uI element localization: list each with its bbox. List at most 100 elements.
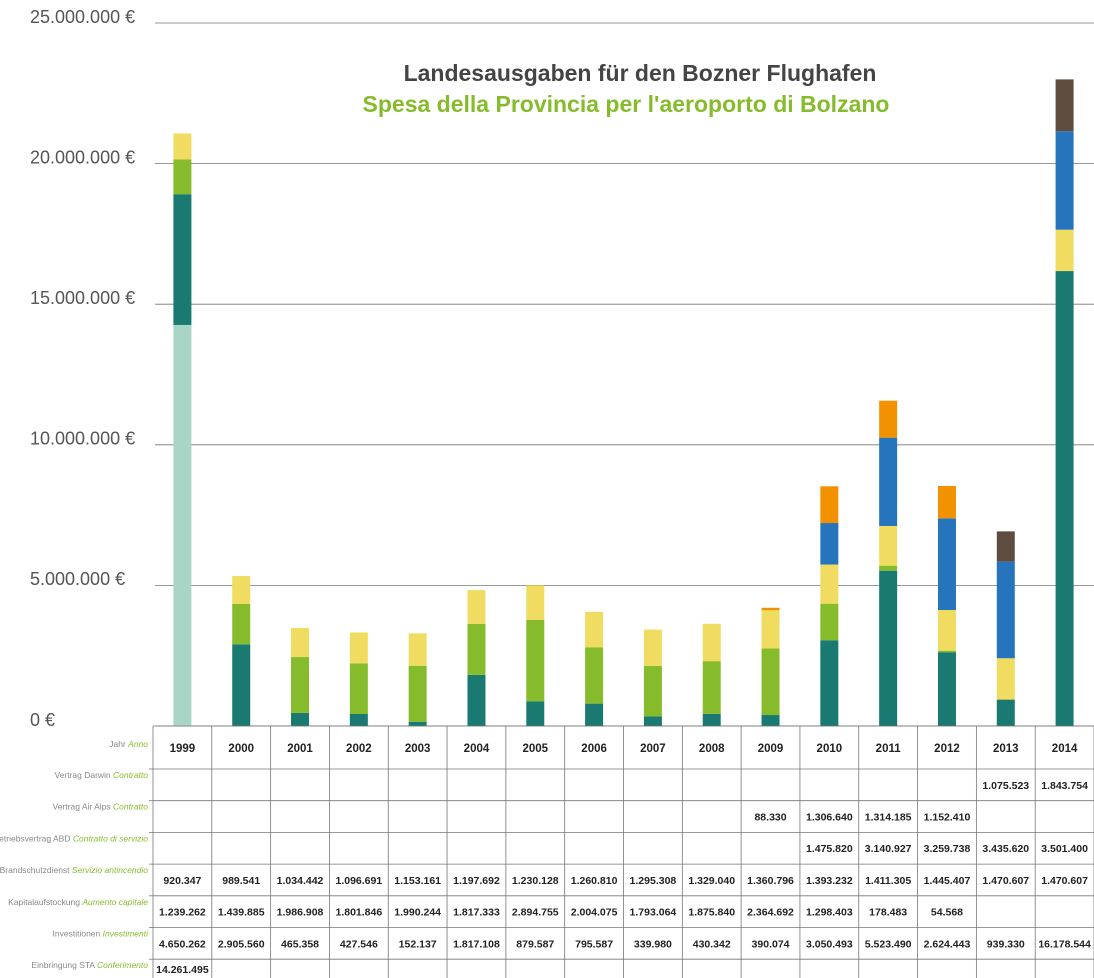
bar-segment <box>173 133 192 160</box>
table-value: 1.314.185 <box>865 811 912 823</box>
x-tick-label: 2001 <box>287 743 313 755</box>
table-value: 1.034.442 <box>277 875 324 887</box>
row-label-de: Investitionen <box>53 929 101 939</box>
table-value: 989.541 <box>222 875 260 887</box>
table-value: 1.152.410 <box>924 811 971 823</box>
bar-segment <box>232 575 251 604</box>
row-label: Einbringung STA Conferimento <box>31 960 148 970</box>
y-tick-label: 15.000.000 € <box>30 288 135 308</box>
row-label: Vertrag Air Alps Contratto <box>53 802 149 812</box>
bar-segment <box>820 603 839 641</box>
x-tick-label: 2009 <box>758 743 784 755</box>
row-label-it: Anno <box>127 739 148 749</box>
table-value: 3.140.927 <box>865 843 912 855</box>
table-value: 14.261.495 <box>156 964 209 976</box>
table-value: 152.137 <box>399 938 437 950</box>
x-tick-label: 2011 <box>876 743 902 755</box>
bar-segment <box>702 623 721 662</box>
bar-segment <box>996 699 1015 726</box>
table-value: 1.843.754 <box>1041 780 1088 792</box>
row-label-it: Aumento capitale <box>81 897 148 907</box>
x-tick-label: 2002 <box>346 743 372 755</box>
table-value: 1.230.128 <box>512 875 559 887</box>
bar-segment <box>937 650 956 653</box>
y-tick-label: 20.000.000 € <box>30 147 135 167</box>
x-tick-label: 2014 <box>1052 743 1078 755</box>
row-label: Betriebsvertrag ABD Contratto di servizi… <box>0 834 148 844</box>
bar-segment <box>702 661 721 714</box>
row-label-de: Betriebsvertrag ABD <box>0 834 71 844</box>
bar-segment <box>526 701 545 726</box>
table-value: 2.364.692 <box>747 907 794 919</box>
table-value: 4.650.262 <box>159 938 206 950</box>
table-value: 1.793.064 <box>630 907 677 919</box>
bar-segment <box>996 561 1015 659</box>
bar-segment <box>761 715 780 726</box>
row-label: Jahr Anno <box>109 739 148 749</box>
bar-segment <box>761 610 780 649</box>
table-value: 1.260.810 <box>571 875 618 887</box>
bar-segment <box>173 194 192 325</box>
table-value: 1.439.885 <box>218 907 265 919</box>
bar-segment <box>349 663 368 714</box>
x-tick-label: 2008 <box>699 743 725 755</box>
row-label-it: Contratto di servizio <box>73 834 148 844</box>
table-value: 3.501.400 <box>1041 843 1088 855</box>
table-value: 1.096.691 <box>335 875 382 887</box>
table-value: 16.178.544 <box>1038 938 1091 950</box>
row-label-it: Contratto <box>113 802 148 812</box>
row-label-it: Investimenti <box>103 929 149 939</box>
row-label-it: Contratto <box>113 770 148 780</box>
table-value: 1.445.407 <box>924 875 971 887</box>
table-value: 1.817.333 <box>453 907 500 919</box>
bar-segment <box>526 619 545 702</box>
table-value: 1.197.692 <box>453 875 500 887</box>
bar-segment <box>820 564 839 604</box>
y-tick-label: 5.000.000 € <box>30 569 125 589</box>
bar-segment <box>1055 229 1074 272</box>
table-value: 1.360.796 <box>747 875 794 887</box>
bar-segment <box>232 644 251 726</box>
table-value: 2.624.443 <box>924 938 971 950</box>
x-tick-label: 2013 <box>993 743 1019 755</box>
x-tick-label: 2007 <box>640 743 666 755</box>
bar-segment <box>761 607 780 611</box>
table-value: 1.990.244 <box>394 907 441 919</box>
bar-segment <box>585 703 604 726</box>
bar-segment <box>879 437 898 526</box>
row-label-de: Vertrag Air Alps <box>53 802 111 812</box>
table-value: 939.330 <box>987 938 1025 950</box>
bar-segment <box>1055 79 1074 132</box>
x-tick-label: 2000 <box>228 743 254 755</box>
table-value: 1.470.607 <box>982 875 1029 887</box>
table-value: 795.587 <box>575 938 613 950</box>
bar-segment <box>879 400 898 438</box>
bar-segment <box>820 523 839 565</box>
table-value: 2.905.560 <box>218 938 265 950</box>
bar-segment <box>937 518 956 611</box>
bar-segment <box>937 652 956 726</box>
bar-segment <box>879 570 898 726</box>
bar-segment <box>937 485 956 519</box>
bar-segment <box>585 647 604 704</box>
table-value: 339.980 <box>634 938 672 950</box>
bar-segment <box>349 632 368 664</box>
bar-segment <box>408 721 427 726</box>
table-value: 1.295.308 <box>630 875 677 887</box>
table-value: 5.523.490 <box>865 938 912 950</box>
bar-segment <box>937 610 956 651</box>
table-value: 427.546 <box>340 938 378 950</box>
bar-segment <box>820 640 839 726</box>
bar-segment <box>879 565 898 571</box>
bar-segment <box>467 623 486 675</box>
table-value: 3.435.620 <box>982 843 1029 855</box>
bar-segment <box>879 525 898 566</box>
bar-segment <box>467 674 486 726</box>
row-label-de: Brandschutzdienst <box>0 865 70 875</box>
chart-title: Landesausgaben für den Bozner Flughafen <box>404 60 877 86</box>
row-label: Investitionen Investimenti <box>53 929 150 939</box>
row-label: Vertrag Darwin Contratto <box>54 770 148 780</box>
table-value: 54.568 <box>931 907 963 919</box>
row-label-de: Einbringung STA <box>31 960 95 970</box>
table-value: 1.329.040 <box>688 875 735 887</box>
